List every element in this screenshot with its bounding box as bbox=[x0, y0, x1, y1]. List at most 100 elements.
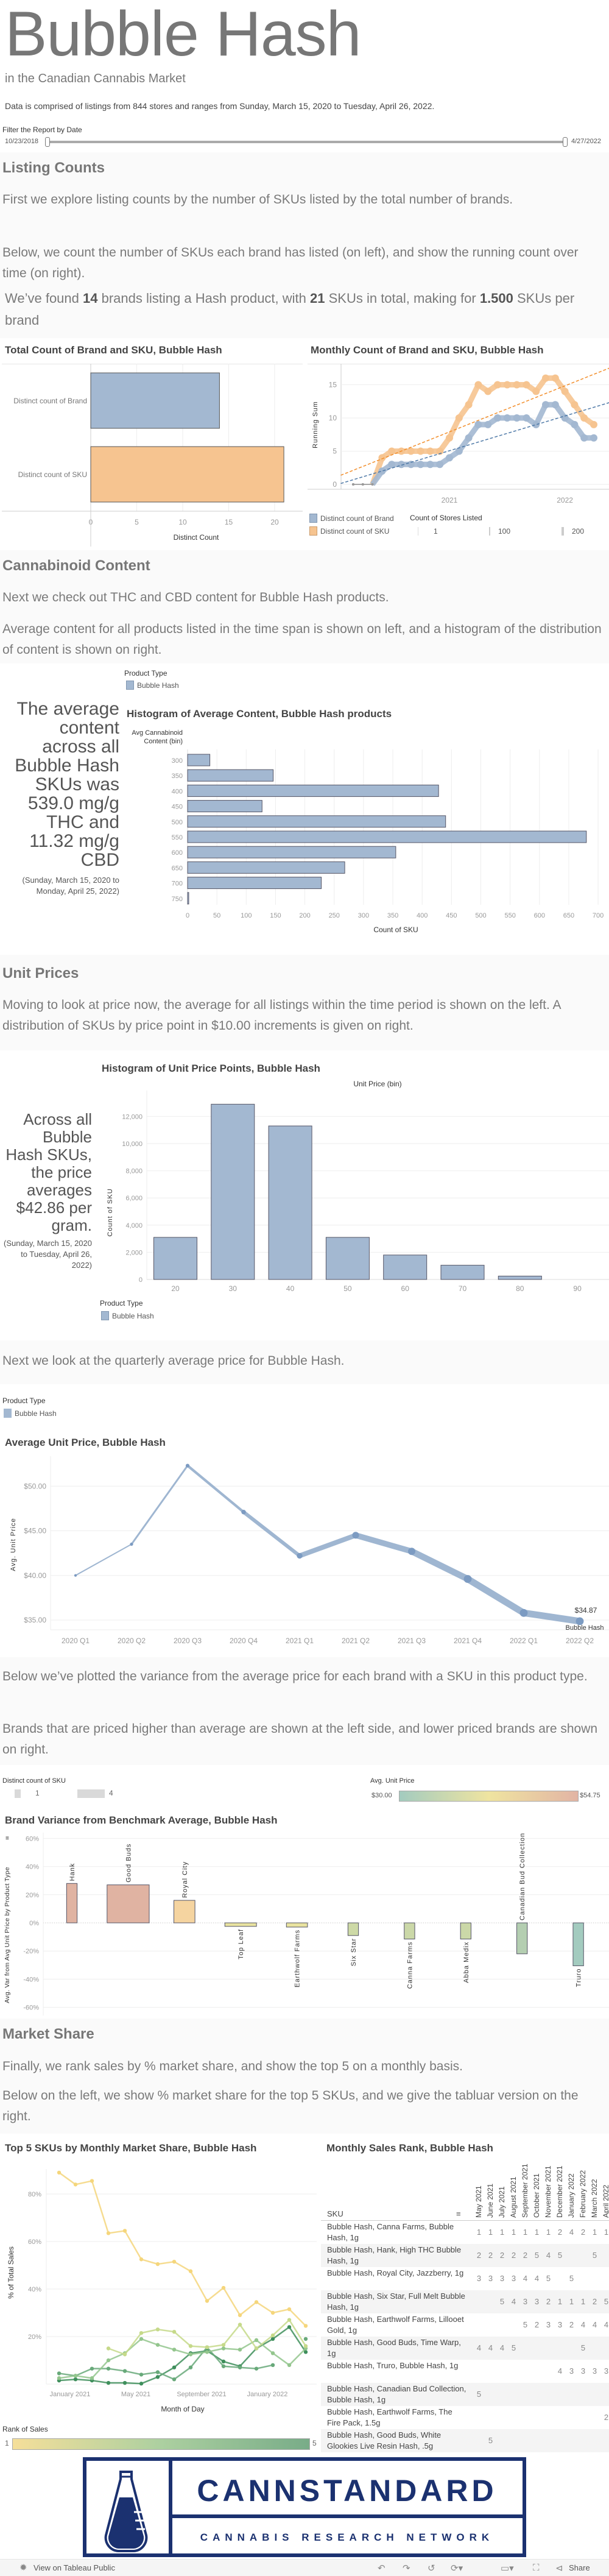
flask-icon bbox=[104, 2471, 148, 2552]
refresh-icon[interactable]: ⟳▾ bbox=[451, 2563, 463, 2574]
table-row: Bubble Hash, Six Star, Full Melt Bubble … bbox=[321, 2290, 609, 2313]
y-tick-label: $40.00 bbox=[24, 1571, 46, 1580]
bar-300 bbox=[187, 754, 211, 766]
monthly-count-line-chart: 0 5 10 15 2021 2022 Running Sum bbox=[308, 364, 609, 504]
legend-label: Distinct count of Brand bbox=[320, 514, 394, 523]
data-point bbox=[484, 387, 492, 395]
rank-cell: 4 bbox=[534, 2274, 540, 2283]
data-point bbox=[398, 461, 405, 469]
bar-50 bbox=[325, 1237, 370, 1280]
x-tick-label: 2022 Q1 bbox=[510, 1637, 538, 1645]
data-point bbox=[388, 461, 396, 469]
month-column-header[interactable]: April 2022 bbox=[602, 2184, 609, 2218]
color-legend-min: $30.00 bbox=[371, 1792, 392, 1799]
bar-abba-medix bbox=[460, 1922, 471, 1940]
y-tick-label: -20% bbox=[23, 1948, 39, 1955]
data-point bbox=[571, 420, 579, 428]
legend-bubble-hash[interactable]: Bubble Hash bbox=[4, 1409, 57, 1418]
month-column-header[interactable]: March 2022 bbox=[590, 2179, 599, 2218]
data-point bbox=[407, 461, 415, 469]
summary-line: averages bbox=[27, 1181, 92, 1199]
x-tick-label: 300 bbox=[358, 912, 369, 919]
logo-name: CANNSTANDARD bbox=[197, 2474, 497, 2508]
data-point bbox=[417, 461, 424, 469]
data-point bbox=[74, 1574, 77, 1577]
date-filter-start-handle[interactable] bbox=[45, 137, 50, 147]
brand-label: Truro bbox=[576, 1968, 583, 1987]
summary-line: The average bbox=[16, 699, 119, 719]
legend-sku[interactable]: Distinct count of SKU bbox=[309, 526, 389, 536]
sales-rank-table: SKU ≡ May 2021 June 2021 July 2021 August 2… bbox=[321, 2157, 609, 2453]
brand-label: Good Buds bbox=[125, 1844, 132, 1883]
fullscreen-icon[interactable]: ⛶ bbox=[533, 2563, 540, 2573]
date-filter-end: 4/27/2022 bbox=[571, 138, 601, 145]
x-tick-label: 50 bbox=[213, 912, 220, 919]
y-axis-title: Count of SKU bbox=[107, 1188, 114, 1236]
listing-counts-section bbox=[0, 152, 609, 338]
rank-cell: 2 bbox=[534, 2320, 540, 2329]
cannabinoid-heading: Cannabinoid Content bbox=[2, 557, 150, 574]
date-filter-end-handle[interactable] bbox=[563, 137, 568, 147]
month-column-header[interactable]: October 2021 bbox=[532, 2173, 541, 2218]
price-bin-label: Unit Price (bin) bbox=[353, 1080, 402, 1088]
sort-icon[interactable]: ≡ bbox=[456, 2209, 461, 2218]
data-point bbox=[513, 381, 521, 389]
bin-label: 400 bbox=[172, 788, 183, 795]
x-tick-label: 2022 Q2 bbox=[566, 1637, 594, 1645]
summary-line: 11.32 mg/g bbox=[29, 831, 119, 851]
sku-name: Bubble Hash, Royal City, Jazzberry, 1g bbox=[327, 2268, 464, 2277]
data-point bbox=[417, 447, 424, 455]
bin-label: 700 bbox=[172, 880, 183, 888]
legend-brand[interactable]: Distinct count of Brand bbox=[309, 514, 394, 523]
data-point bbox=[57, 2371, 62, 2376]
line-segment bbox=[297, 1532, 358, 1559]
x-tick-label: 2021 Q2 bbox=[342, 1637, 370, 1645]
sku-column-header[interactable]: SKU bbox=[327, 2209, 343, 2218]
date-filter-slider[interactable] bbox=[48, 141, 566, 143]
undo-icon[interactable]: ↶ bbox=[378, 2563, 385, 2574]
month-column-header[interactable]: November 2021 bbox=[544, 2165, 552, 2218]
legend-bubble-hash[interactable]: Bubble Hash bbox=[101, 1311, 154, 1320]
data-point bbox=[388, 447, 396, 455]
rank-color-gradient bbox=[12, 2438, 310, 2450]
category-label: Distinct count of SKU bbox=[18, 470, 87, 479]
x-axis-title: Distinct Count bbox=[174, 533, 219, 542]
share-icon[interactable]: ⊲ bbox=[555, 2563, 563, 2574]
bar-40 bbox=[268, 1125, 312, 1280]
y-tick-label: 10,000 bbox=[122, 1141, 143, 1148]
data-point bbox=[551, 401, 559, 409]
month-column-header[interactable]: January 2022 bbox=[567, 2173, 576, 2218]
month-column-header[interactable]: February 2022 bbox=[579, 2170, 587, 2218]
view-on-tableau-link[interactable]: View on Tableau Public bbox=[33, 2563, 115, 2572]
sku-name: Bubble Hash, Earthwolf Farms, Lillooet G… bbox=[327, 2315, 464, 2335]
y-tick-label: 80% bbox=[28, 2191, 41, 2198]
legend-swatch bbox=[4, 1409, 12, 1418]
month-column-header[interactable]: September 2021 bbox=[521, 2164, 529, 2218]
month-column-header[interactable]: July 2021 bbox=[498, 2186, 506, 2218]
redo-icon[interactable]: ↷ bbox=[403, 2563, 410, 2574]
rank-cell: 2 bbox=[604, 2413, 609, 2422]
legend-bubble-hash[interactable]: Bubble Hash bbox=[126, 681, 179, 690]
month-column-header[interactable]: June 2021 bbox=[486, 2183, 495, 2218]
summary-line: SKUs was bbox=[35, 774, 119, 794]
data-point bbox=[561, 387, 569, 395]
bar-400 bbox=[187, 784, 439, 797]
summary-line: Across all bbox=[23, 1110, 92, 1128]
sku-size-legend-title: Distinct count of SKU bbox=[2, 1777, 66, 1785]
line-segment bbox=[130, 1465, 189, 1545]
x-tick-label: 5 bbox=[135, 518, 139, 526]
month-column-header[interactable]: May 2021 bbox=[474, 2185, 483, 2218]
summary-fragment: SKUs per brand bbox=[5, 291, 575, 328]
month-column-header[interactable]: December 2021 bbox=[555, 2165, 564, 2218]
end-series-label: Bubble Hash bbox=[566, 1624, 604, 1632]
data-point bbox=[590, 420, 597, 428]
table-row: Bubble Hash, Canna Farms, Bubble Hash, 1… bbox=[321, 2221, 609, 2244]
data-point bbox=[361, 483, 364, 486]
month-column-header[interactable]: August 2021 bbox=[509, 2176, 518, 2218]
bar-350 bbox=[187, 769, 274, 782]
rank-cell: 1 bbox=[604, 2227, 609, 2237]
share-button[interactable]: Share bbox=[569, 2563, 590, 2572]
data-point bbox=[551, 374, 559, 382]
revert-icon[interactable]: ↺ bbox=[428, 2563, 435, 2574]
device-preview-icon[interactable]: ▭▾ bbox=[501, 2563, 514, 2574]
